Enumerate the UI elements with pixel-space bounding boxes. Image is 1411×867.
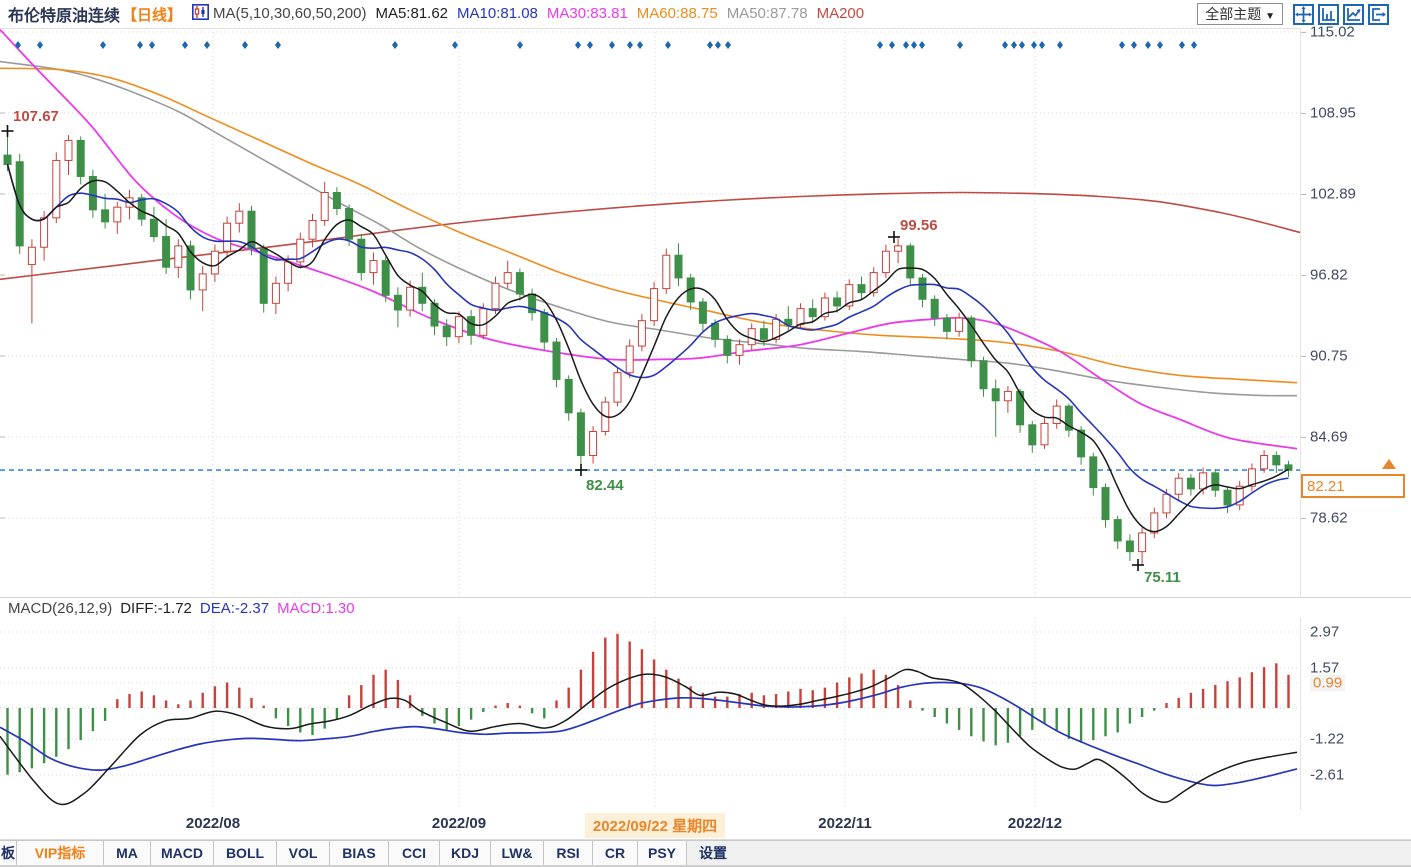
candles: [3, 130, 1293, 565]
time-axis: 2022/09/22 星期四 2022/08 2022/09 2022/11 2022…: [0, 811, 1411, 840]
ma-readout-6: MA200: [816, 5, 865, 22]
price-axis-label: 115.02: [1310, 23, 1355, 41]
time-axis-label: 2022/09: [431, 815, 487, 832]
instrument-title: 布伦特原油连续: [8, 8, 121, 25]
tab-LW&[interactable]: LW&: [491, 841, 544, 865]
macd-macd-value: MACD:1.30: [277, 599, 355, 617]
ma-readout-4: MA60:88.75: [636, 5, 718, 22]
macd-current-value-tag: 0.99: [1310, 674, 1346, 692]
export-icon[interactable]: [1368, 3, 1389, 25]
tab-BIAS[interactable]: BIAS: [330, 841, 389, 865]
time-axis-label: 2022/12: [1007, 815, 1063, 832]
ma5-line: [6, 164, 1289, 533]
ma-readout-5: MA50:87.78: [726, 5, 808, 22]
macd-axis-label: 2.97: [1310, 623, 1340, 641]
time-axis-label: 2022/11: [818, 815, 872, 832]
tab-VOL[interactable]: VOL: [277, 841, 330, 865]
tab-BOLL[interactable]: BOLL: [214, 841, 277, 865]
ma-readout-3: MA30:83.81: [546, 5, 628, 22]
ma-readout-0: MA(5,10,30,60,50,200): [213, 5, 367, 22]
tab-设置[interactable]: 设置: [699, 845, 727, 861]
period-tag: 【日线】: [122, 6, 183, 24]
price-annotation-3: 75.11: [1144, 569, 1181, 586]
price-axis-label: 84.69: [1310, 428, 1348, 446]
price-annotation-1: 99.56: [900, 217, 938, 234]
macd-chart[interactable]: [0, 618, 1300, 810]
theme-dropdown-button[interactable]: 全部主题 ▼: [1197, 3, 1283, 25]
indicator-tabbar: 板 VIP指标 MA MACD BOLL VOL BIAS CCI KDJ LW& RSI CR PSY…: [0, 840, 1411, 867]
price-annotation-2: 82.44: [586, 477, 624, 494]
last-price-tag: 82.21: [1301, 474, 1405, 498]
tab-板[interactable]: 板: [0, 841, 17, 865]
tab-CCI[interactable]: CCI: [389, 841, 440, 865]
ma-readout-1: MA5:81.62: [375, 5, 449, 22]
ma30-line: [0, 28, 1298, 450]
price-axis-label: 78.62: [1310, 509, 1348, 527]
tab-MA[interactable]: MA: [104, 841, 151, 865]
pane-divider: [0, 597, 1411, 598]
macd-axis-label: 1.57: [1310, 659, 1340, 677]
tab-VIP指标[interactable]: VIP指标: [17, 841, 104, 865]
tab-PSY[interactable]: PSY: [638, 841, 687, 865]
macd-params-label: MACD(26,12,9): [8, 599, 113, 617]
chart-toolbar: [1293, 3, 1393, 25]
price-axis: 115.02 108.95 102.89 96.82 90.75 84.69 78.62: [1300, 24, 1411, 598]
price-annotation-0: 107.67: [13, 108, 59, 125]
ma60-line: [0, 67, 1298, 384]
pane-line-icon[interactable]: [1343, 3, 1364, 25]
tab-RSI[interactable]: RSI: [544, 841, 593, 865]
macd-dea-value: DEA:-2.37: [199, 599, 270, 617]
macd-diff-value: DIFF:-1.72: [120, 599, 192, 617]
dea-line: [0, 681, 1298, 787]
time-axis-label: 2022/08: [185, 815, 241, 832]
price-chart[interactable]: 107.67 99.56 82.44 75.11: [0, 28, 1300, 598]
macd-histogram: [6, 633, 1290, 775]
pane-grid-icon[interactable]: [1318, 3, 1339, 25]
price-axis-label: 96.82: [1310, 266, 1348, 284]
macd-header: MACD(26,12,9) DIFF:-1.72 DEA:-2.37 MACD:…: [0, 598, 1411, 618]
ma-readout-2: MA10:81.08: [457, 5, 538, 22]
candlestick-icon: [192, 3, 210, 25]
price-axis-label: 102.89: [1310, 185, 1356, 203]
diff-line: [0, 668, 1298, 806]
ma50-line: [0, 60, 1298, 397]
price-axis-label: 108.95: [1310, 104, 1356, 122]
tab-CR[interactable]: CR: [593, 841, 638, 865]
tab-MACD[interactable]: MACD: [151, 841, 214, 865]
price-axis-label: 90.75: [1310, 347, 1348, 365]
selected-date-label: 2022/09/22 星期四: [584, 813, 726, 838]
tab-KDJ[interactable]: KDJ: [440, 841, 491, 865]
ma-readouts: MA(5,10,30,60,50,200) MA5:81.62 MA10:81.08…: [213, 5, 873, 23]
macd-axis-label: -2.61: [1310, 766, 1345, 784]
crosshair-move-icon[interactable]: [1293, 3, 1314, 25]
event-dots: [15, 41, 1197, 49]
up-arrow-icon: [1382, 459, 1396, 469]
ma10-line: [6, 164, 1289, 510]
chart-header: 布伦特原油连续 【日线】 MA(5,10,30,60,50,200) MA5:81…: [0, 0, 1411, 29]
macd-axis: 2.97 1.57 0.99 -1.22 -2.61: [1300, 618, 1411, 810]
ma200-line: [0, 191, 1300, 281]
chevron-down-icon: ▼: [1265, 11, 1275, 22]
macd-axis-label: -1.22: [1310, 730, 1345, 748]
